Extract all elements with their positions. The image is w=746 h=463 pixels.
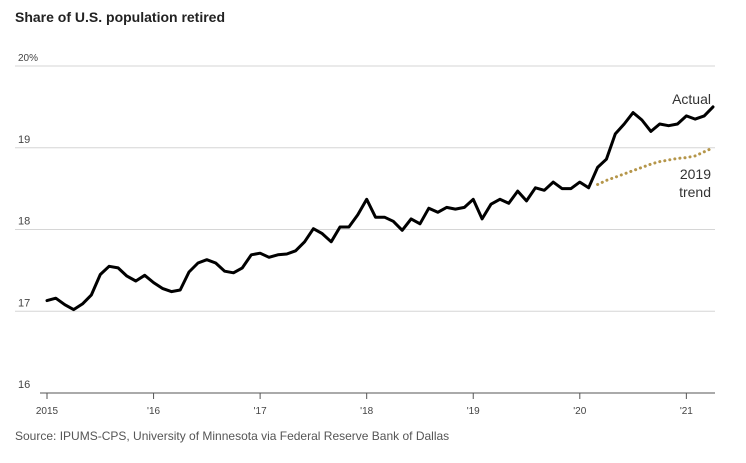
- x-tick-label: '16: [147, 406, 160, 417]
- chart-title: Share of U.S. population retired: [15, 9, 225, 25]
- y-tick-label: 20%: [18, 53, 38, 64]
- x-tick-label: '17: [254, 406, 267, 417]
- series-line: [45, 105, 715, 312]
- x-tick-label: '19: [467, 406, 480, 417]
- x-tick-label: 2015: [36, 406, 59, 417]
- y-tick-label: 17: [18, 297, 30, 309]
- series-label: Actual: [672, 91, 711, 107]
- series-line: [596, 146, 715, 186]
- series-label: 2019 trend: [679, 166, 711, 200]
- y-tick-label: 19: [18, 134, 30, 146]
- x-tick-label: '18: [360, 406, 373, 417]
- x-tick-label: '21: [680, 406, 693, 417]
- x-tick-label: '20: [573, 406, 586, 417]
- source: Source: IPUMS-CPS, University of Minneso…: [15, 429, 449, 443]
- y-tick-label: 18: [18, 216, 30, 228]
- y-tick-label: 16: [18, 379, 30, 391]
